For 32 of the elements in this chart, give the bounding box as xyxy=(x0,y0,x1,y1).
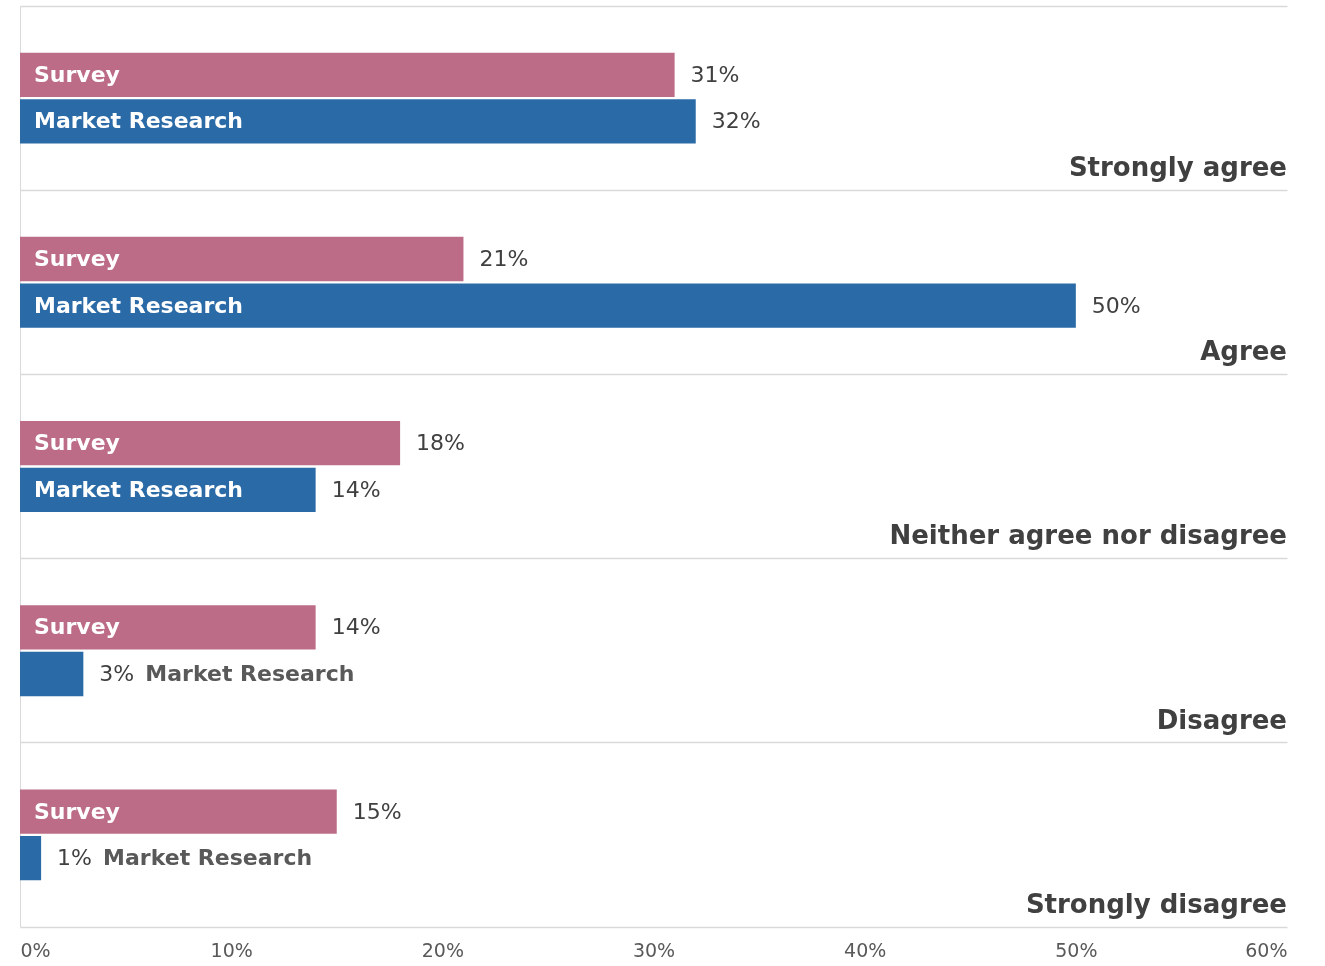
text: Survey xyxy=(34,61,120,87)
data-label: 15% xyxy=(352,798,402,824)
data-label: 1% xyxy=(57,845,93,871)
data-label: 31% xyxy=(690,61,740,87)
data-label: 50% xyxy=(1091,292,1141,318)
x-tick-label: 50% xyxy=(1055,938,1098,961)
text: Market Research xyxy=(145,661,355,687)
y-tick-label: Neither agree nor disagree xyxy=(889,520,1287,551)
data-label: 3% xyxy=(99,661,135,687)
text: Survey xyxy=(34,798,120,824)
x-tick-label: 60% xyxy=(1245,938,1288,961)
x-tick-label: 20% xyxy=(421,938,464,961)
y-tick-label: Disagree xyxy=(1156,704,1287,735)
y-tick-label: Strongly disagree xyxy=(1025,888,1287,919)
series-label: Survey xyxy=(34,245,120,271)
data-label: 32% xyxy=(711,108,761,134)
y-tick-label: Strongly agree xyxy=(1068,152,1287,183)
text: Market Research xyxy=(34,476,243,502)
y-tick-label: Agree xyxy=(1200,336,1287,367)
data-label: 14% xyxy=(331,476,381,502)
text: Market Research xyxy=(34,108,243,134)
data-label: 18% xyxy=(416,430,466,456)
x-tick-label: 10% xyxy=(210,938,253,961)
text: Survey xyxy=(34,430,120,456)
x-tick-label: 30% xyxy=(632,938,676,961)
x-tick-label: 0% xyxy=(20,938,51,961)
text: Market Research xyxy=(103,845,313,871)
x-tick-label: 40% xyxy=(844,938,887,961)
series-label: Market Research xyxy=(34,292,243,318)
data-label: 21% xyxy=(479,245,529,271)
data-label: 14% xyxy=(331,614,381,640)
text: Survey xyxy=(34,614,120,640)
